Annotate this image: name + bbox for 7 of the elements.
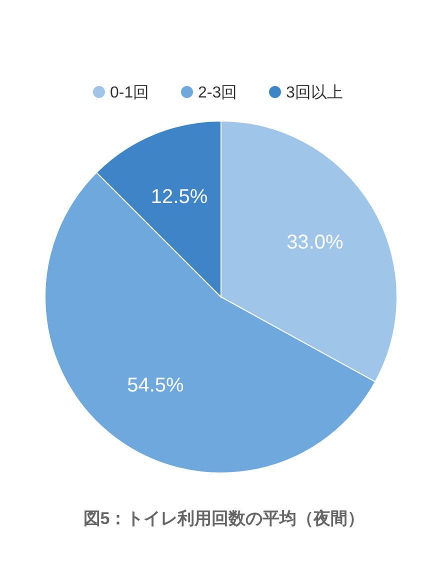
legend-label: 3回以上 (286, 84, 343, 102)
legend-label: 2-3回 (198, 84, 238, 102)
data-label: 12.5% (150, 186, 208, 208)
text: 図5：トイレ利用回数の平均（夜間） (83, 508, 365, 528)
data-label: 33.0% (286, 231, 344, 254)
data-label: 54.5% (127, 374, 184, 396)
legend-label: 0-1回 (110, 84, 150, 102)
